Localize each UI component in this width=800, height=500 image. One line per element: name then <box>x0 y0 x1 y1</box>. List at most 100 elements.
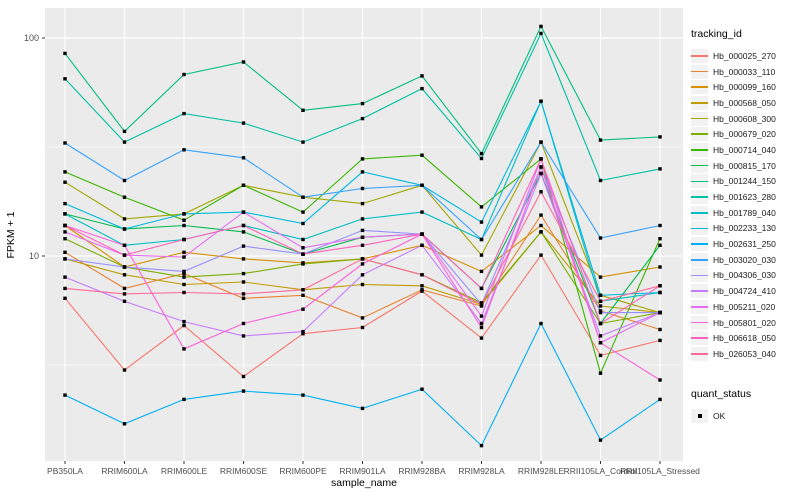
data-point <box>301 252 305 256</box>
data-point <box>598 293 603 297</box>
x-tick-label: RRIM901LA <box>339 466 386 476</box>
legend-key <box>691 346 708 361</box>
legend-key <box>691 331 708 346</box>
data-point <box>598 321 603 326</box>
data-point <box>539 223 543 228</box>
data-point <box>122 292 127 296</box>
data-point <box>658 237 662 241</box>
data-point <box>479 220 484 224</box>
quant-legend-key <box>691 408 708 423</box>
data-point <box>598 304 603 308</box>
data-point <box>122 253 127 257</box>
legend-key <box>691 111 708 126</box>
data-point <box>122 227 127 231</box>
data-point <box>479 336 484 340</box>
legend-item: Hb_000714_040 <box>691 142 776 158</box>
data-point <box>658 223 662 228</box>
legend-swatch-line-icon <box>691 86 708 88</box>
x-tick-label: RRIM600SE <box>220 466 268 476</box>
data-points <box>63 24 662 448</box>
legend-swatch-line-icon <box>691 117 708 120</box>
data-point <box>182 319 186 324</box>
data-point <box>539 31 543 36</box>
legend-swatch-line-icon <box>691 196 708 198</box>
x-tick-label: RRII105LA_Stressed <box>620 466 700 476</box>
legend-key <box>691 268 708 283</box>
legend-item: Hb_026053_040 <box>691 346 776 362</box>
data-point <box>420 387 424 391</box>
data-point <box>598 334 603 338</box>
x-tick-label: RRII105LA_Control <box>564 466 638 476</box>
data-point <box>241 121 246 125</box>
legend-item: Hb_000679_020 <box>691 126 776 142</box>
legend-item-label: Hb_005211_020 <box>713 301 776 312</box>
data-point <box>420 86 424 91</box>
data-point <box>241 244 246 248</box>
legend-item: Hb_003020_030 <box>691 252 776 268</box>
x-axis-title: sample_name <box>331 477 397 489</box>
data-point <box>182 347 186 351</box>
legend-key <box>691 205 708 220</box>
data-point <box>479 253 484 257</box>
data-point <box>122 299 127 303</box>
data-point <box>301 195 305 199</box>
data-point <box>301 246 305 250</box>
data-point <box>301 288 305 292</box>
legend-item: Hb_002631_250 <box>691 236 776 252</box>
data-point <box>539 321 543 326</box>
legend-item: Hb_001623_280 <box>691 189 776 205</box>
data-point <box>122 243 127 247</box>
legend-item: Hb_000033_110 <box>691 64 776 80</box>
data-point <box>539 24 543 29</box>
data-point <box>122 286 127 291</box>
data-point <box>63 393 67 397</box>
legend-key <box>691 221 708 236</box>
data-point <box>479 156 484 161</box>
data-point <box>420 74 424 78</box>
data-point <box>182 237 186 242</box>
data-point <box>658 284 662 288</box>
legend-swatch-line-icon <box>691 70 708 73</box>
legend-item-label: Hb_026053_040 <box>713 348 776 359</box>
data-point <box>360 257 365 261</box>
legend-swatch-line-icon <box>691 243 708 245</box>
data-point <box>63 237 67 241</box>
data-point <box>182 271 186 276</box>
data-point <box>63 180 67 184</box>
data-point <box>122 368 127 372</box>
legend-item: Hb_005211_020 <box>691 299 776 315</box>
data-point <box>479 286 484 291</box>
data-point <box>241 374 246 379</box>
data-point <box>182 212 186 216</box>
y-tick-label: 10 <box>29 251 39 261</box>
legend-item-label: Hb_000679_020 <box>713 129 776 140</box>
data-point <box>63 257 67 261</box>
data-point <box>479 269 484 274</box>
data-point <box>479 325 484 330</box>
data-point <box>301 393 305 397</box>
legend-key <box>691 190 708 205</box>
data-point <box>539 157 543 161</box>
data-point <box>63 286 67 291</box>
legend-item: Hb_000568_050 <box>691 95 776 111</box>
data-point <box>598 138 603 142</box>
legend-key <box>691 64 708 79</box>
data-point <box>360 406 365 411</box>
legend-key <box>691 174 708 189</box>
data-point <box>360 157 365 161</box>
data-point <box>241 60 246 64</box>
data-point <box>479 443 484 448</box>
legend-item-label: Hb_005801_020 <box>713 317 776 328</box>
legend-item: Hb_004306_030 <box>691 268 776 284</box>
data-point <box>301 108 305 112</box>
y-axis-title: FPKM + 1 <box>5 211 17 259</box>
data-point <box>241 292 246 296</box>
data-point <box>241 210 246 214</box>
data-point <box>182 269 186 274</box>
legend-item: Hb_002233_130 <box>691 221 776 237</box>
data-point <box>241 156 246 160</box>
data-point <box>658 265 662 269</box>
data-point <box>63 51 67 56</box>
